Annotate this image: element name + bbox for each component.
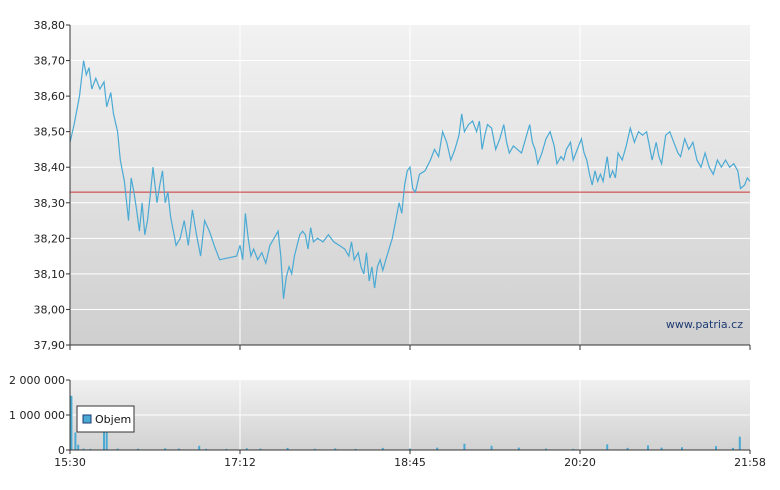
volume-bar (681, 447, 683, 450)
volume-panel: 2 000 000 1 000 000 0 15:30 17:12 18:45 20:20… (9, 374, 766, 469)
x-tick-label: 18:45 (394, 456, 426, 469)
watermark: www.patria.cz (666, 318, 743, 331)
price-y-tick-label: 38,00 (34, 303, 66, 316)
volume-bar (286, 447, 289, 450)
volume-y-tick-labels: 2 000 000 1 000 000 0 (9, 374, 70, 457)
price-y-tick-labels: 38,80 38,70 38,60 38,50 38,40 38,30 38,20 38,10… (34, 19, 70, 352)
price-y-tick-label: 38,40 (34, 161, 66, 174)
volume-bars (70, 395, 741, 451)
volume-legend: Objem (76, 405, 135, 433)
price-gridlines (70, 25, 750, 345)
volume-bar (490, 445, 493, 450)
volume-y-tick-label: 2 000 000 (9, 374, 65, 387)
volume-bar (732, 447, 734, 450)
volume-x-tick-labels: 15:30 17:12 18:45 20:20 21:58 (54, 450, 766, 469)
price-y-tick-label: 38,70 (34, 55, 66, 68)
volume-gridlines (70, 380, 750, 450)
volume-bar (82, 448, 85, 450)
price-y-tick-label: 37,90 (34, 339, 66, 352)
volume-bar (463, 443, 466, 450)
volume-bar (313, 448, 316, 450)
volume-bar (89, 448, 92, 450)
volume-bar (626, 447, 629, 450)
volume-bar (259, 448, 262, 450)
volume-bar (381, 447, 384, 450)
x-tick-label: 21:58 (734, 456, 766, 469)
volume-bar (660, 447, 663, 450)
volume-bar (205, 448, 207, 450)
volume-bar (70, 395, 73, 451)
volume-bar (436, 447, 439, 450)
price-y-tick-label: 38,60 (34, 90, 66, 103)
price-y-tick-label: 38,10 (34, 268, 66, 281)
price-y-tick-label: 38,30 (34, 197, 66, 210)
volume-bar (572, 448, 575, 450)
price-y-tick-label: 38,50 (34, 126, 66, 139)
volume-bar (77, 444, 80, 451)
volume-bar (103, 427, 105, 451)
volume-bar (137, 448, 139, 450)
volume-bar (545, 448, 547, 450)
volume-y-tick-label: 1 000 000 (9, 409, 65, 422)
volume-bar (116, 448, 119, 450)
volume-bar (177, 448, 180, 450)
legend-swatch (82, 414, 92, 424)
volume-bar (738, 436, 741, 450)
price-y-tick-label: 38,20 (34, 232, 66, 245)
price-x-tick-marks (69, 345, 751, 350)
price-y-tick-label: 38,80 (34, 19, 66, 32)
x-tick-label: 15:30 (54, 456, 86, 469)
volume-bar (105, 427, 108, 451)
volume-bar (74, 432, 77, 450)
price-panel: 38,80 38,70 38,60 38,50 38,40 38,30 38,20 38,10… (34, 19, 751, 352)
volume-bar (225, 448, 228, 450)
volume-bar (198, 445, 201, 450)
volume-bar (715, 446, 717, 450)
volume-bar (647, 445, 649, 450)
x-tick-label: 17:12 (224, 456, 256, 469)
volume-bar (334, 448, 337, 450)
legend-label: Objem (95, 413, 131, 426)
x-tick-label: 20:20 (564, 456, 596, 469)
volume-bar (354, 448, 357, 450)
volume-bar (409, 448, 411, 450)
volume-bar (517, 447, 520, 450)
volume-bar (606, 444, 609, 450)
price-series-line (69, 60, 751, 299)
volume-bar (164, 448, 167, 451)
volume-y-tick-label: 0 (58, 444, 65, 457)
volume-bar (245, 448, 248, 451)
